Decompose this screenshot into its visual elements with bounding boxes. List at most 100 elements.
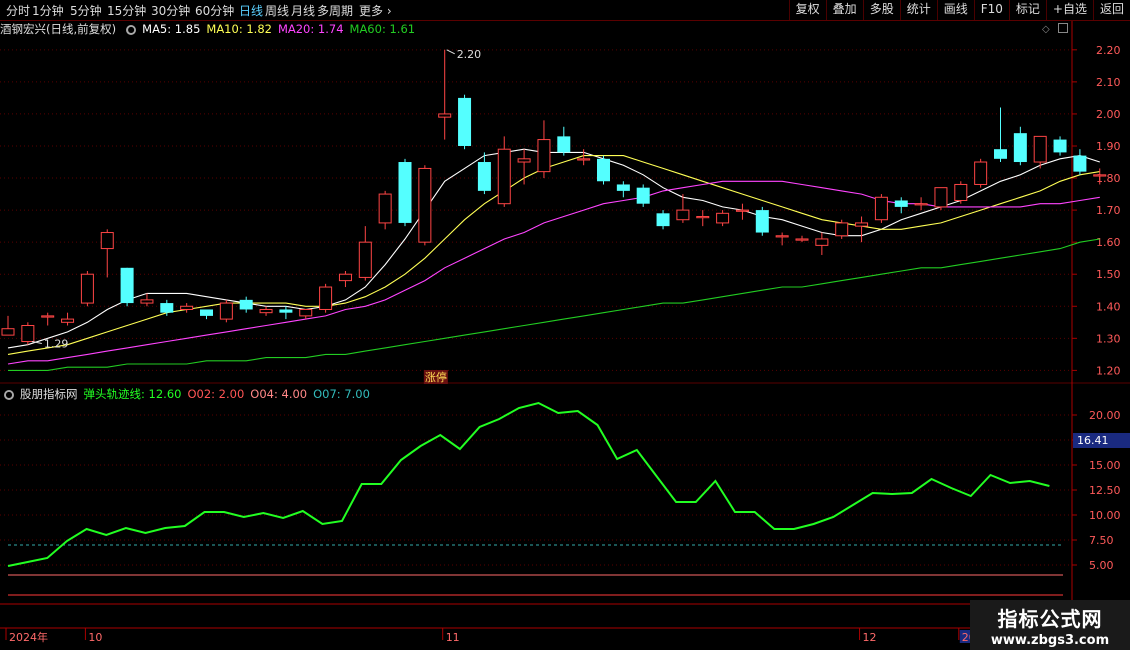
- candle-body-up: [676, 209, 690, 221]
- candle: [775, 232, 789, 246]
- candle: [855, 216, 869, 243]
- toolbar-button-0[interactable]: 复权: [788, 0, 826, 20]
- candle-body-up: [577, 158, 591, 161]
- current-value-tag: 16.41: [1077, 434, 1109, 447]
- period-tab-7[interactable]: 周线: [265, 4, 290, 18]
- candle: [676, 194, 690, 223]
- toolbar: 分时 1分钟 5分钟 15分钟 30分钟 60分钟 日线 周线 月线 多周期 更多 › 复权 叠加 多股…: [0, 0, 1130, 21]
- candle-body-up: [338, 273, 352, 282]
- candle-body-down: [636, 187, 650, 204]
- toolbar-button-8[interactable]: 返回: [1092, 0, 1130, 20]
- candle-body-up: [934, 187, 948, 208]
- period-tab-9[interactable]: 多周期: [317, 4, 354, 18]
- candle-body-up: [140, 299, 154, 304]
- candle: [914, 197, 928, 211]
- candle-body-down: [616, 184, 630, 191]
- period-tab-8[interactable]: 月线: [291, 4, 316, 18]
- candle-body-down: [120, 267, 134, 304]
- candle: [755, 206, 769, 236]
- period-tab-3[interactable]: 15分钟: [107, 4, 147, 18]
- candle-body-up: [517, 158, 531, 163]
- candle: [656, 210, 670, 230]
- candle-body-up: [696, 216, 710, 219]
- indicator-settings-icon[interactable]: ●: [4, 389, 14, 400]
- candle-body-up: [438, 113, 452, 118]
- high-price-label: 2.20: [457, 48, 482, 61]
- candle-body-down: [200, 309, 213, 316]
- candle-body-up: [219, 302, 233, 320]
- candle-body-up: [100, 232, 114, 250]
- main-y-tick-label: 1.90: [1096, 140, 1121, 153]
- main-y-tick-label: 1.60: [1096, 236, 1121, 249]
- candle-body-up: [795, 238, 809, 241]
- main-y-tick-label: 2.00: [1096, 108, 1121, 121]
- period-tab-0[interactable]: 分时: [6, 4, 31, 18]
- watermark-title: 指标公式网: [997, 607, 1103, 631]
- candle-body-down: [994, 149, 1007, 159]
- toolbar-button-6[interactable]: 标记: [1008, 0, 1046, 20]
- limit-up-tag: 涨停: [425, 370, 447, 384]
- candle-body-down: [1053, 139, 1067, 153]
- candle: [616, 181, 630, 198]
- candle: [1033, 135, 1047, 169]
- low-price-label: 1.29: [44, 338, 69, 351]
- toolbar-button-2[interactable]: 多股: [862, 0, 900, 20]
- candle: [577, 149, 591, 166]
- ma20-legend: MA20: 1.74: [277, 22, 344, 36]
- candle-body-up: [537, 139, 551, 173]
- candle-body-down: [279, 309, 293, 313]
- candle-body-down: [597, 158, 610, 182]
- window-corner-icon[interactable]: [1058, 23, 1068, 33]
- indicator-y-tick-label: 12.50: [1089, 484, 1121, 497]
- candle-body-up: [41, 315, 55, 318]
- candle-body-down: [160, 303, 174, 313]
- watermark-url: www.zbgs3.com: [990, 633, 1110, 648]
- toolbar-button-4[interactable]: 画线: [936, 0, 974, 20]
- period-tab-5[interactable]: 60分钟: [195, 4, 235, 18]
- period-tab-4[interactable]: 30分钟: [151, 4, 191, 18]
- current-value-tag-bg: [1073, 433, 1130, 448]
- candle: [994, 107, 1007, 163]
- candle-body-down: [1013, 133, 1027, 163]
- main-y-tick-label: 2.20: [1096, 44, 1121, 57]
- candle: [874, 194, 888, 223]
- toolbar-button-1[interactable]: 叠加: [825, 0, 863, 20]
- main-y-tick-label: 2.10: [1096, 76, 1121, 89]
- ma5-legend: MA5: 1.85: [142, 22, 201, 36]
- ma-line-ma10: [7, 155, 1100, 355]
- candle-body-up: [914, 203, 928, 206]
- candle-body-up: [1033, 135, 1047, 163]
- toolbar-button-5[interactable]: F10: [973, 0, 1009, 20]
- candle: [1093, 168, 1107, 185]
- period-tab-1[interactable]: 1分钟: [32, 4, 64, 18]
- candle: [438, 49, 452, 140]
- period-tab-6[interactable]: 日线: [239, 4, 264, 18]
- indicator-y-tick-label: 7.50: [1089, 534, 1114, 547]
- candle-body-up: [735, 209, 749, 212]
- low-pointer: [31, 341, 42, 345]
- candle: [934, 187, 948, 211]
- candle-body-up: [80, 273, 94, 304]
- candle-body-down: [458, 97, 472, 146]
- candle-body-up: [497, 148, 511, 205]
- candle: [497, 136, 511, 207]
- candle: [894, 197, 908, 214]
- main-y-tick-label: 1.40: [1096, 300, 1121, 313]
- candle-body-up: [835, 222, 849, 237]
- toolbar-button-7[interactable]: +自选: [1045, 0, 1093, 20]
- candle-body-up: [716, 212, 730, 224]
- period-tab-10[interactable]: 更多 ›: [359, 4, 392, 18]
- candle-body-up: [61, 318, 75, 323]
- diamond-icon[interactable]: ◇: [1042, 24, 1050, 35]
- candle-body-up: [815, 238, 829, 246]
- period-tab-2[interactable]: 5分钟: [70, 4, 102, 18]
- candle: [636, 184, 650, 207]
- candle: [974, 158, 988, 188]
- main-chart-header: 酒钢宏兴(日线,前复权) ● MA5: 1.85 MA10: 1.82 MA20: 1.…: [0, 21, 421, 37]
- candle-body-up: [21, 325, 35, 343]
- settings-circle-icon[interactable]: ●: [126, 24, 137, 35]
- candle: [477, 152, 491, 195]
- candle-body-up: [299, 308, 313, 317]
- toolbar-button-3[interactable]: 统计: [899, 0, 937, 20]
